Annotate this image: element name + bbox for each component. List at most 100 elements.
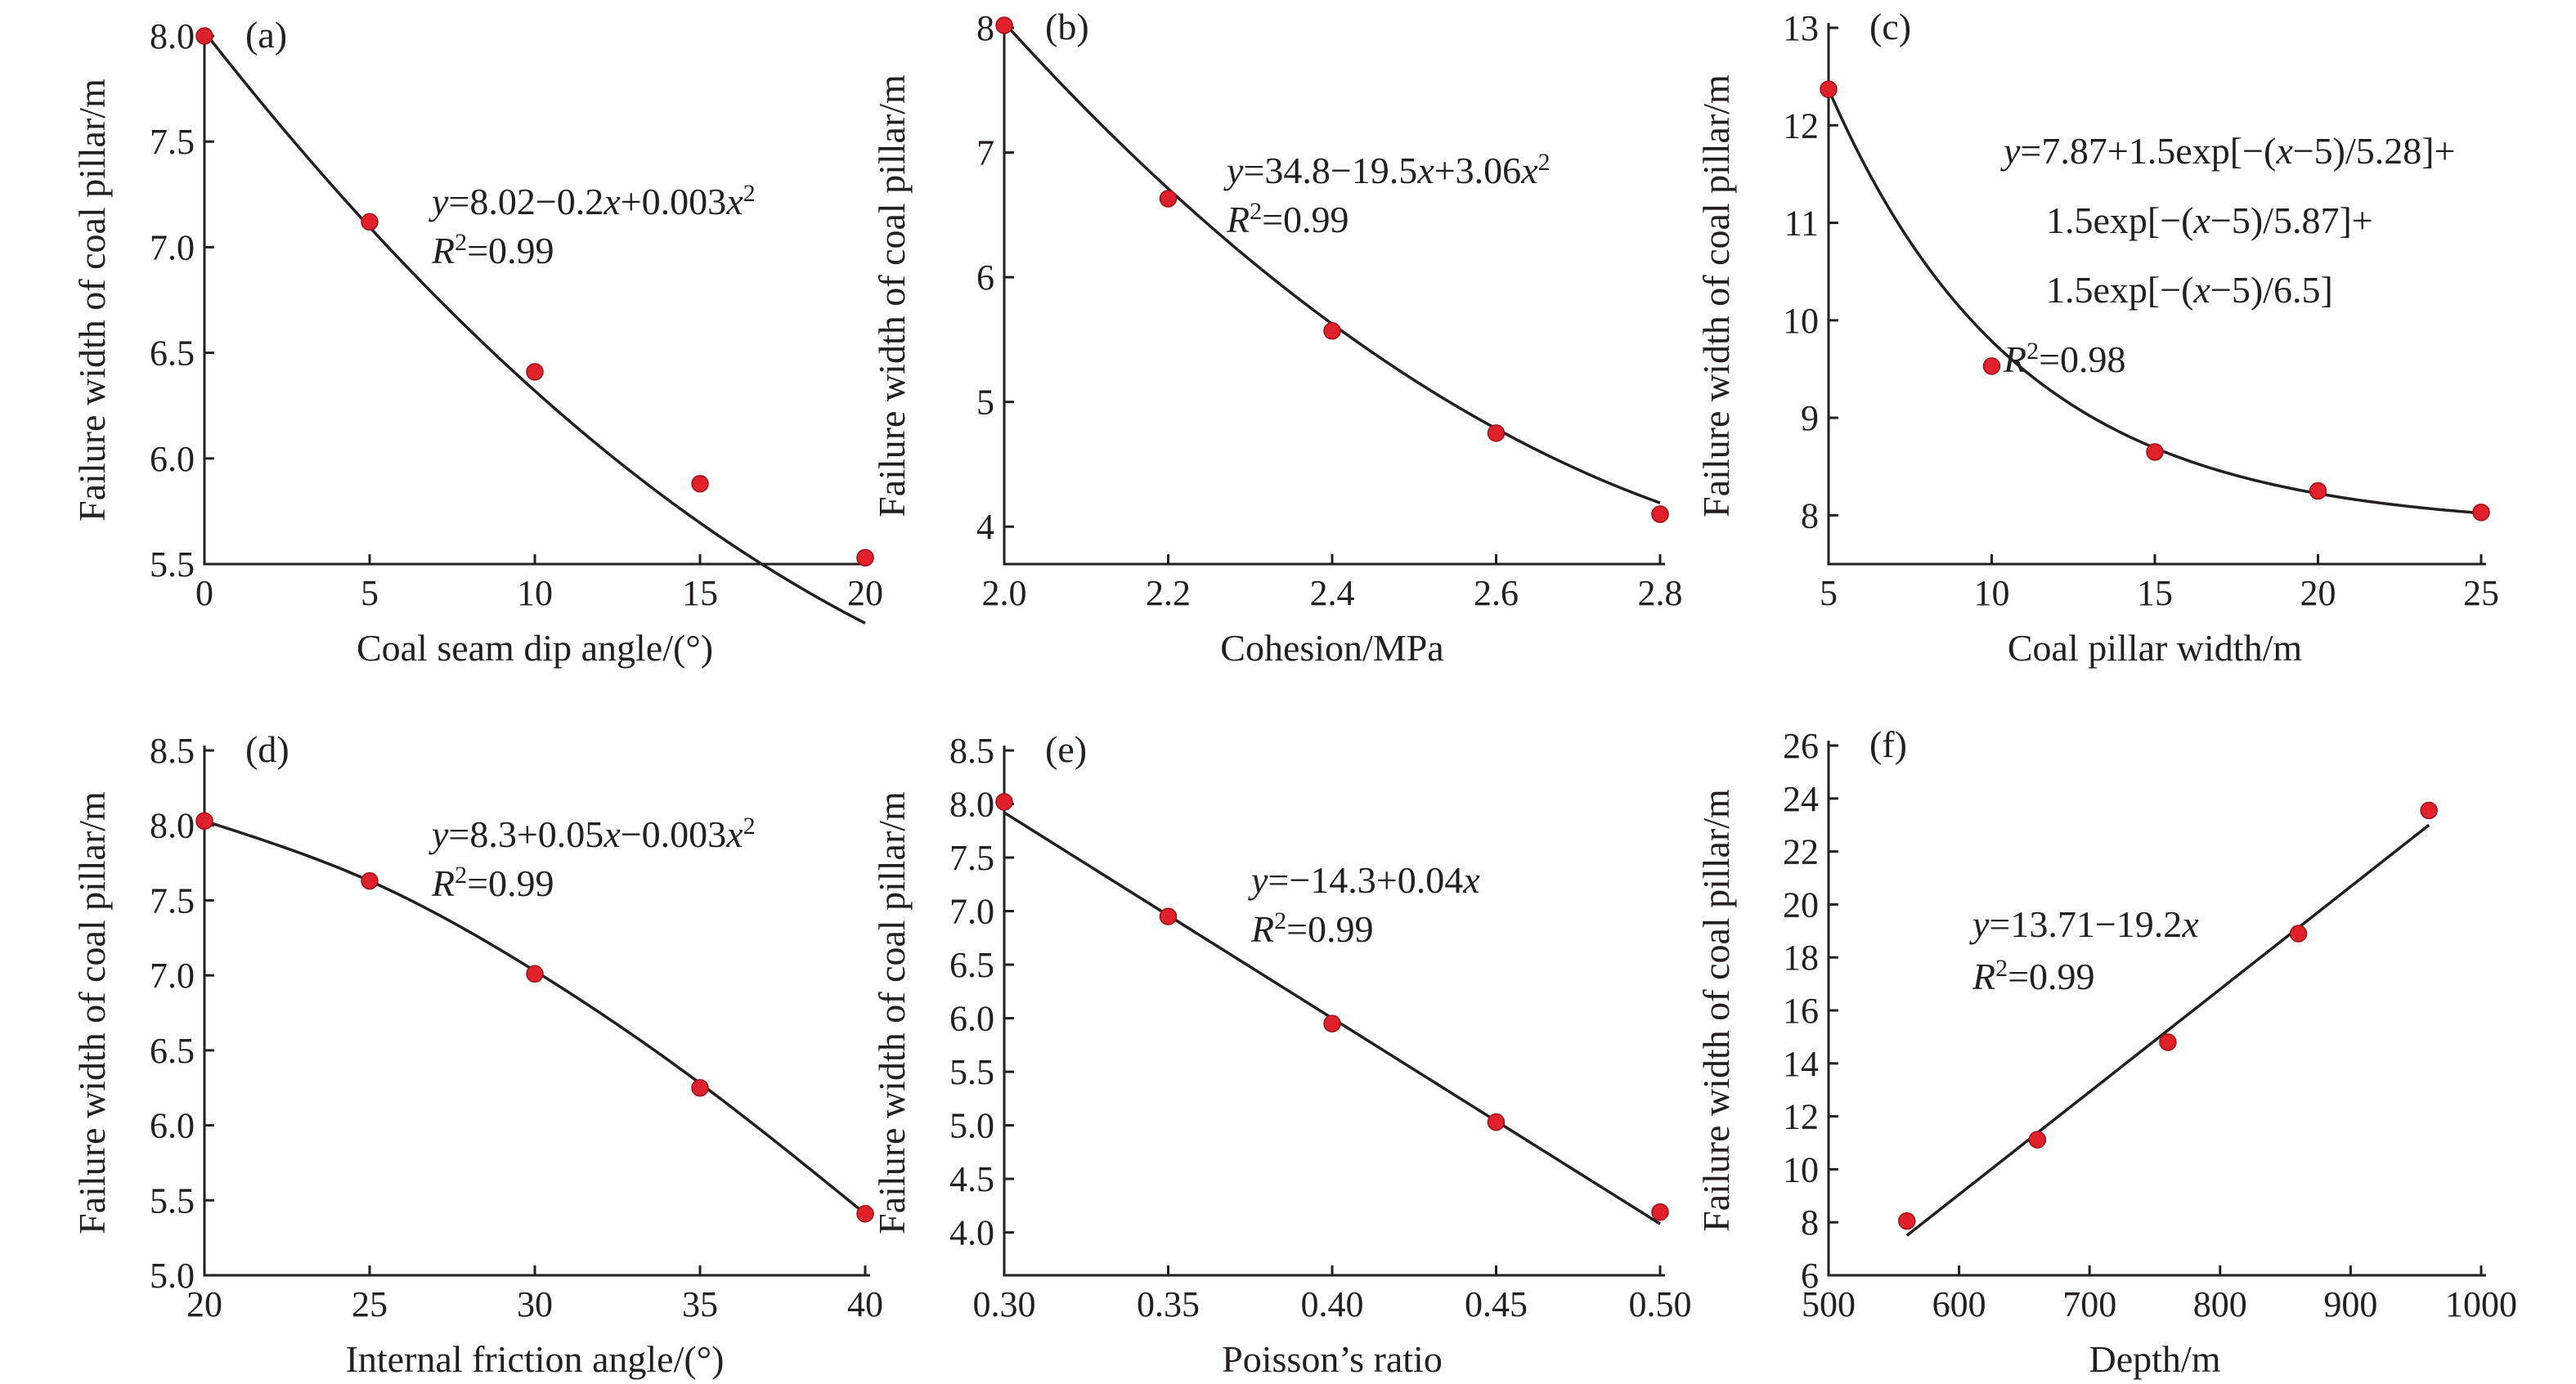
y-axis-title-b: Failure width of coal pillar/m [871,74,913,517]
fit-curve-f [1905,823,2430,1237]
y-tick-label-f: 16 [1783,991,1819,1031]
data-point-a [195,27,213,45]
x-tick-label-e: 0.30 [973,1284,1036,1324]
equation-segment: R [431,230,455,271]
fit-equation-line-f: y=13.71−19.2x [1969,903,2199,945]
data-point-c [2309,481,2327,500]
axis-frame-e [1003,746,1665,1277]
equation-segment: x [2193,269,2211,311]
equation-segment: +0.003 [621,181,726,222]
equation-segment: =13.71−19.2 [1989,903,2182,945]
x-tick-label-a: 5 [361,573,379,613]
x-tick-label-f: 700 [2062,1284,2116,1324]
y-tick-label-d: 7.5 [150,880,195,920]
data-point-a [526,363,544,381]
fit-equation-line-c: 1.5exp[−(x−5)/6.5] [2046,269,2333,311]
x-tick-label-d: 40 [847,1284,883,1324]
equation-segment: 2 [743,180,756,207]
equation-segment: =−14.3+0.04 [1268,859,1463,901]
equation-segment: =0.98 [2039,338,2125,380]
chart-panel-e: 0.30 0.35 0.40 0.45 0.50 4.0 4.5 5.0 5.5 6.0 6.5 7.… [871,728,1692,1380]
equation-segment: x [603,813,621,855]
y-tick-label-f: 14 [1783,1044,1819,1084]
chart-panel-a: 0 5 10 15 20 5.5 6.0 6.5 7.0 7.5 8.0 Coal seam dip … [71,14,883,669]
y-tick-label-d: 5.5 [150,1180,195,1221]
data-point-f [2159,1033,2177,1051]
y-tick-label-b: 6 [976,258,994,298]
equation-segment: 1.5exp[−( [2046,269,2194,311]
equation-segment: −5)/5.87]+ [2210,199,2373,241]
data-point-d [526,965,544,983]
y-tick-label-e: 4.0 [949,1213,994,1253]
y-tick-label-c: 12 [1783,105,1819,146]
x-axis-title-a: Coal seam dip angle/(°) [357,627,713,669]
equation-segment: x [1416,150,1434,191]
data-point-f [2289,925,2308,943]
x-tick-label-c: 5 [1820,573,1838,613]
equation-segment: 2 [455,229,467,256]
axis-frame-f [1827,741,2486,1277]
x-tick-label-e: 0.50 [1629,1284,1692,1324]
panel-label-e: (e) [1045,728,1087,770]
equation-segment: =0.99 [2008,956,2094,997]
fit-equation-line-b: y=34.8−19.5x+3.06x2 [1223,149,1551,192]
y-tick-label-e: 8.0 [949,785,994,825]
data-point-b [1651,505,1669,523]
y-axis-title-f: Failure width of coal pillar/m [1695,789,1737,1232]
y-tick-label-b: 8 [976,8,994,48]
x-tick-label-f: 600 [1932,1284,1986,1324]
data-point-b [1159,190,1178,208]
data-point-c [1982,357,2001,375]
y-tick-label-f: 10 [1783,1149,1819,1189]
x-tick-label-d: 25 [352,1284,388,1324]
equation-segment: y [1248,859,1268,901]
x-tick-label-c: 25 [2463,573,2499,613]
x-axis-title-c: Coal pillar width/m [2008,627,2303,669]
y-tick-label-a: 8.0 [150,16,195,56]
equation-segment: y [429,181,449,222]
data-point-a [691,475,709,493]
x-tick-label-b: 2.6 [1474,573,1519,613]
y-tick-label-c: 10 [1783,301,1819,341]
data-point-a [856,549,874,567]
x-tick-label-d: 35 [682,1284,718,1324]
panel-label-c: (c) [1869,6,1911,47]
equation-segment: 2 [2026,338,2039,365]
y-tick-label-e: 5.0 [949,1106,994,1146]
x-tick-label-c: 20 [2300,573,2336,613]
data-point-f [2420,801,2438,820]
x-tick-label-a: 0 [195,573,213,613]
data-point-c [2472,504,2490,522]
y-tick-label-c: 11 [1784,204,1819,244]
equation-segment: 2 [743,813,756,840]
equation-segment: R [1226,199,1250,240]
y-tick-label-a: 5.5 [150,544,195,585]
y-tick-label-e: 4.5 [949,1159,994,1199]
equation-segment: R [431,862,455,904]
panel-label-b: (b) [1045,6,1089,47]
x-tick-label-d: 20 [186,1284,222,1324]
x-tick-label-d: 30 [517,1284,553,1324]
x-tick-label-c: 10 [1974,573,2010,613]
x-axis-title-b: Cohesion/MPa [1220,627,1443,669]
y-tick-label-a: 7.0 [150,227,195,267]
equation-segment: +3.06 [1434,150,1521,191]
equation-segment: 2 [1274,907,1286,934]
y-tick-label-e: 5.5 [949,1052,994,1092]
y-tick-label-d: 5.0 [150,1256,195,1296]
data-point-d [691,1078,709,1097]
equation-segment: R [2003,338,2026,380]
equation-segment: 1.5exp[−( [2046,199,2194,241]
panel-label-d: (d) [245,728,289,770]
data-point-b [995,16,1013,34]
data-point-e [1651,1203,1669,1221]
y-tick-label-e: 7.5 [949,838,994,878]
equation-segment: y [429,813,449,855]
equation-segment: 2 [455,862,467,889]
data-point-e [995,793,1013,811]
fit-equation-line-d: R2=0.99 [431,862,554,905]
y-tick-label-c: 9 [1801,398,1819,438]
equation-segment: =8.3+0.05 [448,813,604,855]
axis-frame-b [1003,23,1665,566]
